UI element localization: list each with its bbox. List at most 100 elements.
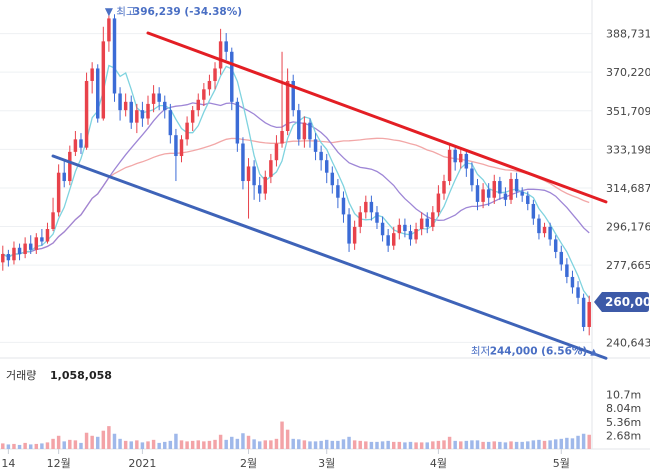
volume-bar xyxy=(526,441,530,449)
volume-bar xyxy=(475,440,480,449)
candle-body xyxy=(45,228,50,242)
time-tick-label: 5월 xyxy=(553,457,570,470)
candle-body xyxy=(107,18,111,42)
volume-bar xyxy=(174,433,178,449)
candle-body xyxy=(28,243,33,250)
candle-body xyxy=(559,251,564,265)
volume-bar xyxy=(241,433,245,449)
ma5-line xyxy=(2,64,590,299)
volume-bar xyxy=(6,444,11,449)
volume-bar xyxy=(218,434,223,449)
candle-body xyxy=(576,287,580,298)
current-price-tag-shape xyxy=(594,291,649,312)
volume-bar xyxy=(509,441,513,449)
volume-bar xyxy=(157,442,161,449)
volume-bar xyxy=(336,440,340,449)
volume-bar xyxy=(274,438,279,449)
moving-averages xyxy=(2,64,590,299)
trendlines xyxy=(51,31,608,360)
candle-body xyxy=(431,212,435,227)
low-arrow-icon: ▲ xyxy=(590,347,597,357)
candle-body xyxy=(252,166,256,186)
candle-body xyxy=(302,122,307,140)
volume-bar xyxy=(447,436,452,449)
volume-bar xyxy=(481,441,485,449)
candle-body xyxy=(280,131,284,144)
candle-body xyxy=(459,153,463,163)
price-tick-label: 351,709 xyxy=(606,105,650,118)
candle-body xyxy=(447,149,452,182)
volume-bar xyxy=(207,440,212,449)
price-tick-label: 240,643 xyxy=(606,336,650,349)
candle-body xyxy=(96,68,100,119)
candle-body xyxy=(1,254,5,263)
candle-body xyxy=(17,247,22,255)
volume-bar xyxy=(40,443,44,449)
volume-bar xyxy=(34,443,39,449)
volume-bar xyxy=(135,440,139,449)
candles xyxy=(1,12,591,336)
resistance-trendline xyxy=(146,31,608,204)
candle-body xyxy=(79,139,83,148)
volume-bar xyxy=(498,441,502,449)
candle-body xyxy=(313,139,318,152)
candle-body xyxy=(297,110,301,140)
volume-bars xyxy=(1,421,591,449)
candle-body xyxy=(151,93,156,104)
candle-body xyxy=(414,228,418,240)
volume-bar xyxy=(542,440,547,449)
volume-bar xyxy=(587,434,591,449)
volume-bar xyxy=(308,441,312,449)
candle-body xyxy=(397,224,402,234)
candle-body xyxy=(40,237,44,242)
volume-bar xyxy=(459,441,463,449)
candle-body xyxy=(369,201,374,213)
volume-bar xyxy=(319,440,323,449)
candle-body xyxy=(347,214,351,244)
volume-bar xyxy=(425,442,429,449)
candle-body xyxy=(520,191,524,196)
candle-body xyxy=(587,301,591,327)
candle-body xyxy=(330,172,335,186)
high-annotation-value: 396,239 (-34.38%) xyxy=(133,6,242,18)
candle-body xyxy=(112,18,117,94)
volume-bar xyxy=(56,435,61,449)
volume-bar xyxy=(12,443,16,449)
volume-bar xyxy=(453,440,457,449)
candle-body xyxy=(392,233,396,246)
candle-body xyxy=(129,101,133,123)
candle-body xyxy=(190,110,195,123)
candle-body xyxy=(570,276,575,288)
candle-body xyxy=(101,41,106,119)
candle-body xyxy=(481,189,485,202)
volume-bar xyxy=(419,442,424,449)
volume-bar xyxy=(79,442,83,449)
volume-bar xyxy=(123,440,128,449)
price-tick-label: 277,665 xyxy=(606,259,650,272)
candle-body xyxy=(218,41,223,69)
candle-body xyxy=(6,254,11,261)
volume-bar xyxy=(570,438,575,449)
volume-bar xyxy=(408,441,413,449)
volume-bar xyxy=(101,430,106,449)
candle-body xyxy=(419,218,424,229)
price-tick-label: 314,687 xyxy=(606,182,650,195)
volume-bar xyxy=(576,435,580,449)
candle-body xyxy=(464,153,469,169)
volume-tick-label: 8.04m xyxy=(606,402,641,415)
candle-body xyxy=(135,110,139,123)
price-tick-label: 370,220 xyxy=(606,66,650,79)
time-tick-label: 12월 xyxy=(47,457,71,470)
volume-bar xyxy=(213,439,217,449)
volume-bar xyxy=(269,440,273,449)
candle-body xyxy=(498,181,502,194)
volume-tick-label: 10.7m xyxy=(606,389,641,402)
high-annotation-label: ▼ 최고 xyxy=(105,6,136,18)
volume-bar xyxy=(252,439,256,449)
volume-bar xyxy=(291,438,295,449)
volume-bar xyxy=(324,439,329,449)
volume-bar xyxy=(369,441,374,449)
candle-body xyxy=(324,160,329,173)
price-axis: 388,731 370,220 351,709 333,198 314,687 296,1… xyxy=(606,28,650,350)
volume-bar xyxy=(263,440,268,449)
